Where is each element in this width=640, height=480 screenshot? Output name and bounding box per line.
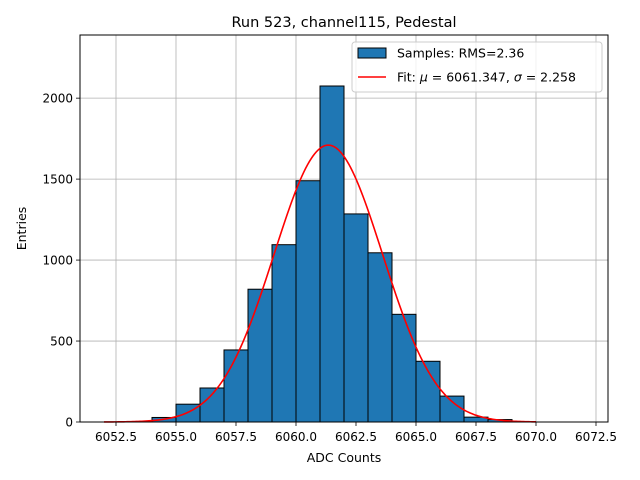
x-tick-label: 6067.5: [455, 430, 497, 444]
legend-histogram-label: Samples: RMS=2.36: [397, 46, 524, 61]
histogram-bar: [223, 349, 249, 423]
x-tick-label: 6062.5: [335, 430, 377, 444]
x-tick-label: 6072.5: [575, 430, 617, 444]
y-tick-label: 1000: [42, 254, 73, 268]
fit-curve: [103, 144, 537, 423]
histogram-bar: [439, 395, 465, 423]
histogram-bar: [343, 213, 369, 423]
x-tick-label: 6060.0: [275, 430, 317, 444]
x-tick-label: 6052.5: [95, 430, 137, 444]
legend-fit-label: Fit: μ = 6061.347, σ = 2.258: [397, 70, 576, 85]
y-tick-label: 500: [50, 335, 73, 349]
chart-title: Run 523, channel115, Pedestal: [231, 15, 456, 31]
x-tick-label: 6065.0: [395, 430, 437, 444]
x-axis-ticks: 6052.5 6055.0 6057.5 6060.0 6062.5 6065.0 6067…: [95, 422, 617, 444]
histogram-bar: [199, 387, 225, 423]
histogram-bar: [319, 85, 345, 423]
y-axis-label: Entries: [14, 207, 29, 251]
histogram-bar: [271, 244, 297, 423]
y-tick-label: 1500: [42, 173, 73, 187]
plot-frame: [79, 34, 609, 423]
histogram-bar: [247, 288, 273, 423]
legend: Samples: RMS=2.36 Fit: μ = 6061.347, σ =…: [351, 41, 603, 93]
histogram-bar: [367, 252, 393, 423]
y-tick-label: 2000: [42, 92, 73, 106]
legend-histogram-swatch: [357, 47, 387, 59]
legend-box: [351, 41, 603, 93]
y-axis-ticks: 0 500 1000 1500 2000: [42, 92, 80, 430]
x-tick-label: 6070.0: [515, 430, 557, 444]
histogram-bar: [391, 313, 417, 423]
histogram-bar: [295, 180, 321, 423]
x-axis-label: ADC Counts: [307, 450, 382, 465]
x-tick-label: 6055.0: [155, 430, 197, 444]
x-tick-label: 6057.5: [215, 430, 257, 444]
y-tick-label: 0: [65, 416, 73, 430]
